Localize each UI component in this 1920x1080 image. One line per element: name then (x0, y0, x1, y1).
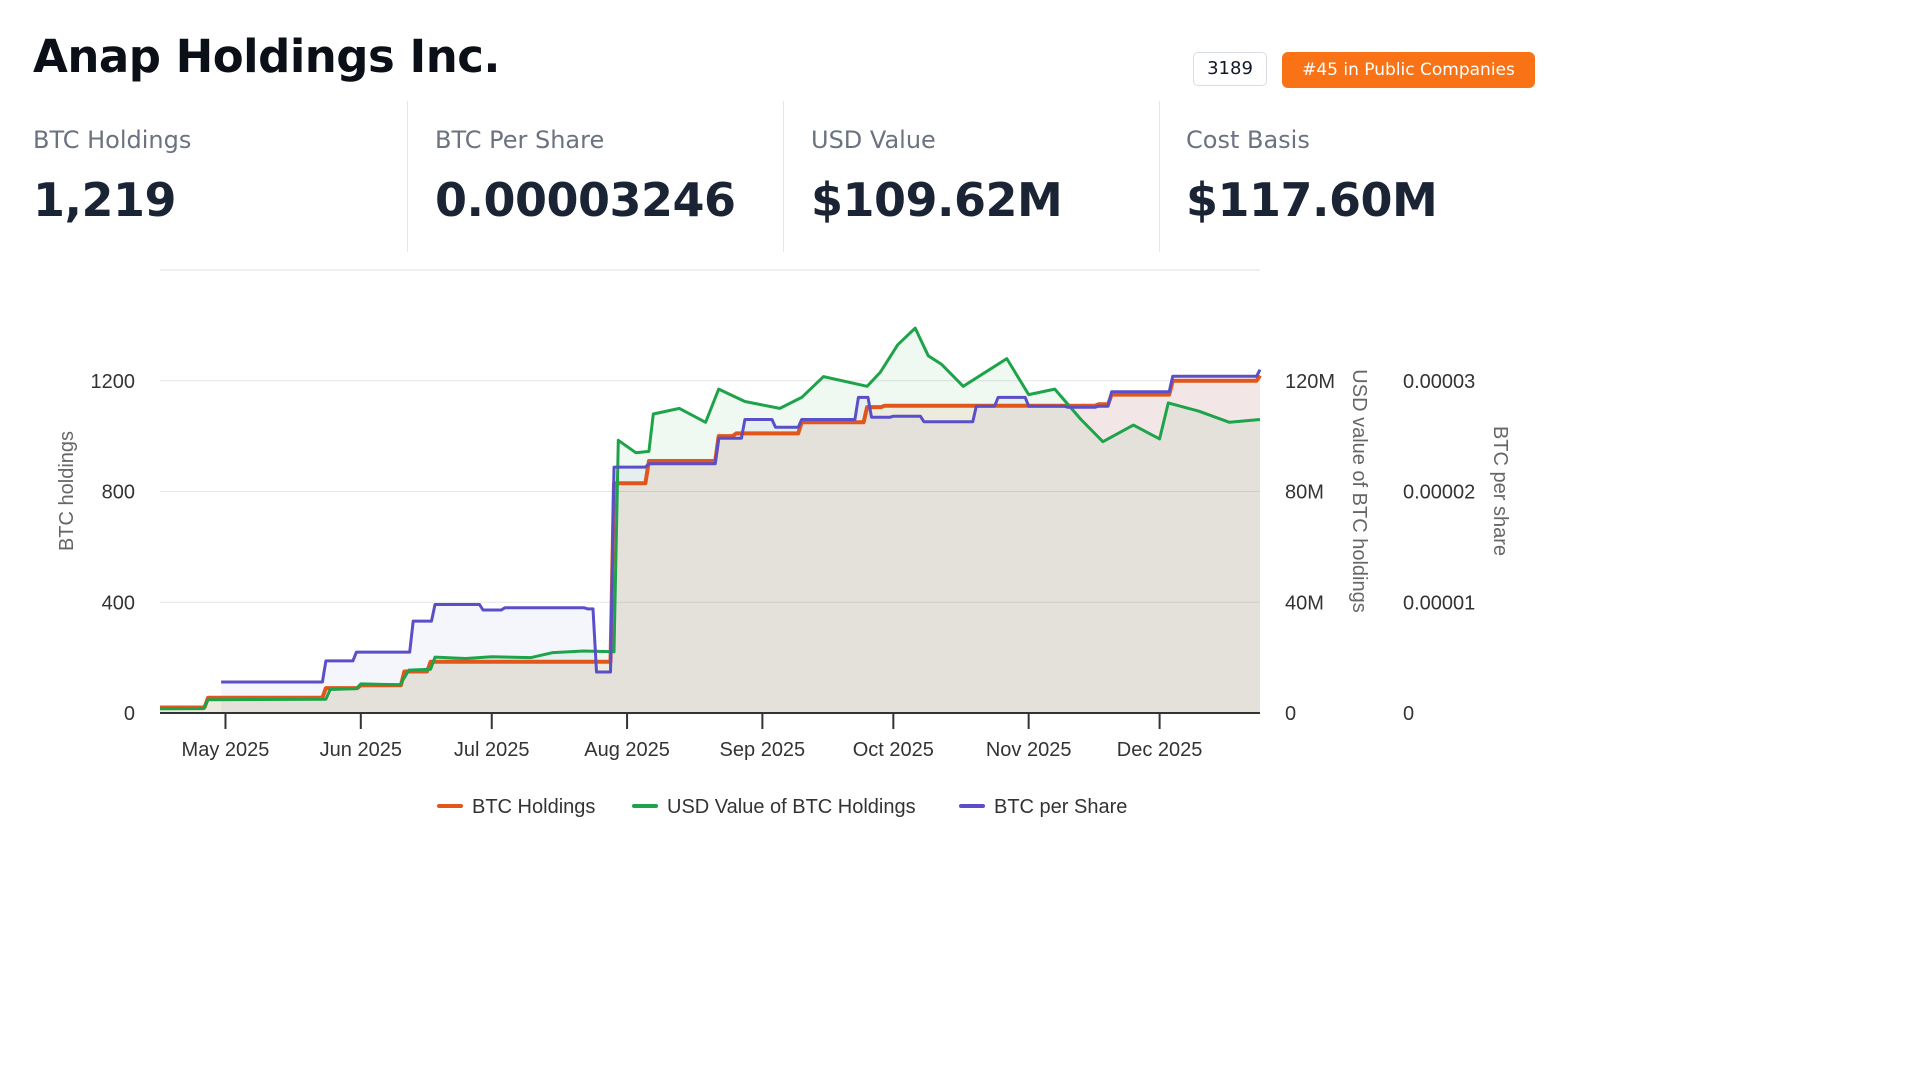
y-left-tick-label: 400 (102, 592, 135, 614)
y-right1-tick-label: 40M (1285, 592, 1324, 614)
y-right2-tick-label: 0 (1403, 703, 1414, 725)
legend-swatch-btc-per-share (959, 804, 985, 808)
page-title: Anap Holdings Inc. (33, 30, 501, 83)
stats-row: BTC Holdings 1,219 BTC Per Share 0.00003… (0, 101, 1568, 252)
x-tick-label: Oct 2025 (853, 739, 934, 761)
stat-label: USD Value (811, 126, 936, 154)
y-right2-tick-label: 0.00002 (1403, 482, 1475, 504)
btc-per-share-area (221, 369, 1261, 713)
y-left-tick-label: 1200 (91, 371, 136, 393)
stat-label: Cost Basis (1186, 126, 1310, 154)
y-right1-tick-label: 120M (1285, 371, 1335, 393)
btc-holdings-area (160, 375, 1260, 713)
rank-badge[interactable]: #45 in Public Companies (1282, 52, 1535, 88)
stat-value: 1,219 (33, 173, 177, 227)
stat-value: $109.62M (811, 173, 1063, 227)
x-tick-label: Dec 2025 (1117, 739, 1203, 761)
legend-label: USD Value of BTC Holdings (667, 796, 916, 818)
usd-value-line (159, 326, 1261, 711)
legend-label: BTC per Share (994, 796, 1128, 818)
y-right2-axis-title: BTC per share (1489, 426, 1511, 556)
stat-divider (783, 101, 784, 252)
btc-per-share-line (221, 368, 1262, 684)
x-tick-label: Jul 2025 (454, 739, 530, 761)
holdings-chart: 0 400 800 1200 0 40M 80M 120M 0 0.00001 0.00002 0.0… (56, 269, 1511, 761)
legend-swatch-usd-value (632, 804, 658, 808)
stat-label: BTC Per Share (435, 126, 605, 154)
stat-cost-basis: Cost Basis $117.60M (1159, 101, 1559, 252)
y-right1-tick-label: 80M (1285, 482, 1324, 504)
ticker-badge: 3189 (1193, 52, 1267, 86)
stat-usd-value: USD Value $109.62M (783, 101, 1159, 252)
y-right2-tick-label: 0.00003 (1403, 371, 1475, 393)
y-left-tick-label: 800 (102, 482, 135, 504)
usd-value-area (160, 328, 1260, 713)
stat-btc-holdings: BTC Holdings 1,219 (0, 101, 407, 252)
stat-btc-per-share: BTC Per Share 0.00003246 (407, 101, 783, 252)
x-tick-label: Sep 2025 (720, 739, 806, 761)
stat-label: BTC Holdings (33, 126, 192, 154)
legend-swatch-btc-holdings (437, 804, 463, 808)
x-tick-label: Jun 2025 (320, 739, 402, 761)
x-tick-label: Nov 2025 (986, 739, 1072, 761)
y-right1-tick-label: 0 (1285, 703, 1296, 725)
stat-value: 0.00003246 (435, 173, 736, 227)
x-tick-label: May 2025 (182, 739, 270, 761)
stat-divider (1159, 101, 1160, 252)
legend-label: BTC Holdings (472, 796, 596, 818)
y-right2-tick-label: 0.00001 (1403, 592, 1475, 614)
y-left-tick-label: 0 (124, 703, 135, 725)
y-right1-axis-title: USD value of BTC holdings (1348, 369, 1370, 612)
x-tick-label: Aug 2025 (584, 739, 670, 761)
stat-value: $117.60M (1186, 173, 1438, 227)
chart-legend: BTC Holdings USD Value of BTC Holdings B… (0, 794, 1568, 820)
y-left-axis-title: BTC holdings (56, 431, 78, 551)
stat-divider (407, 101, 408, 252)
